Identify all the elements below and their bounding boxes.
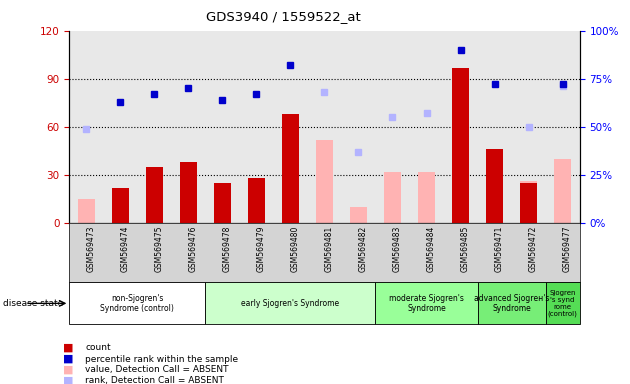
Bar xyxy=(146,167,163,223)
Text: disease state: disease state xyxy=(3,299,64,308)
Text: GSM569473: GSM569473 xyxy=(86,226,95,272)
Text: GSM569479: GSM569479 xyxy=(256,226,265,272)
FancyBboxPatch shape xyxy=(205,282,375,324)
Text: ■: ■ xyxy=(63,364,74,374)
Text: GSM569474: GSM569474 xyxy=(120,226,129,272)
FancyBboxPatch shape xyxy=(478,282,546,324)
Text: count: count xyxy=(85,343,111,352)
Text: GSM569475: GSM569475 xyxy=(154,226,163,272)
Text: ■: ■ xyxy=(63,343,74,353)
Bar xyxy=(282,114,299,223)
Text: Sjogren
's synd
rome
(control): Sjogren 's synd rome (control) xyxy=(547,290,578,317)
Text: GSM569482: GSM569482 xyxy=(358,226,367,272)
Bar xyxy=(180,162,197,223)
FancyBboxPatch shape xyxy=(375,282,478,324)
Text: early Sjogren's Syndrome: early Sjogren's Syndrome xyxy=(241,299,340,308)
Bar xyxy=(520,181,537,223)
Bar xyxy=(316,139,333,223)
Text: GDS3940 / 1559522_at: GDS3940 / 1559522_at xyxy=(206,10,361,23)
FancyBboxPatch shape xyxy=(69,282,205,324)
Text: GSM569476: GSM569476 xyxy=(188,226,197,272)
Text: GSM569478: GSM569478 xyxy=(222,226,231,272)
Text: rank, Detection Call = ABSENT: rank, Detection Call = ABSENT xyxy=(85,376,224,384)
Bar xyxy=(350,207,367,223)
Text: moderate Sjogren's
Syndrome: moderate Sjogren's Syndrome xyxy=(389,294,464,313)
Bar xyxy=(248,178,265,223)
Text: non-Sjogren's
Syndrome (control): non-Sjogren's Syndrome (control) xyxy=(100,294,175,313)
Text: ■: ■ xyxy=(63,375,74,384)
FancyBboxPatch shape xyxy=(546,282,580,324)
Bar xyxy=(486,149,503,223)
Bar xyxy=(78,199,95,223)
Text: GSM569484: GSM569484 xyxy=(427,226,435,272)
Text: GSM569471: GSM569471 xyxy=(495,226,503,272)
Text: GSM569483: GSM569483 xyxy=(392,226,401,272)
Bar xyxy=(554,159,571,223)
Bar xyxy=(214,183,231,223)
Bar xyxy=(520,183,537,223)
Text: GSM569477: GSM569477 xyxy=(563,226,571,272)
Text: ■: ■ xyxy=(63,354,74,364)
Text: percentile rank within the sample: percentile rank within the sample xyxy=(85,354,238,364)
Text: advanced Sjogrен's
Syndrome: advanced Sjogrен's Syndrome xyxy=(474,294,549,313)
Text: GSM569480: GSM569480 xyxy=(290,226,299,272)
Bar xyxy=(384,172,401,223)
Bar xyxy=(418,172,435,223)
Text: value, Detection Call = ABSENT: value, Detection Call = ABSENT xyxy=(85,365,229,374)
Bar xyxy=(452,68,469,223)
Text: GSM569485: GSM569485 xyxy=(461,226,469,272)
Text: GSM569481: GSM569481 xyxy=(324,226,333,272)
Bar xyxy=(112,187,129,223)
Text: GSM569472: GSM569472 xyxy=(529,226,537,272)
